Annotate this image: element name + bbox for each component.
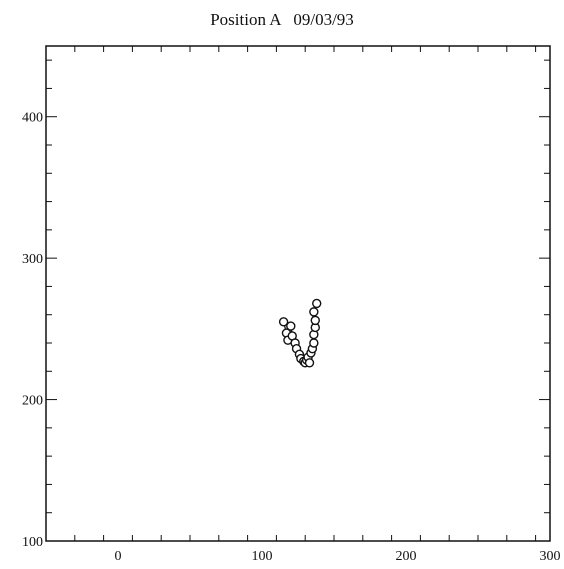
data-point xyxy=(309,307,319,317)
data-point xyxy=(286,321,296,331)
x-tick-label: 0 xyxy=(115,549,122,564)
data-point xyxy=(278,317,289,327)
x-tick-label: 200 xyxy=(396,549,417,564)
data-point xyxy=(310,315,320,326)
axis-ticks xyxy=(45,46,550,542)
y-tick-label: 400 xyxy=(22,111,43,126)
data-point xyxy=(304,358,315,368)
chart-title: Position A 09/03/93 xyxy=(210,10,354,29)
data-point xyxy=(312,298,322,309)
data-point xyxy=(309,338,319,348)
x-tick-label: 100 xyxy=(252,549,273,564)
y-tick-label: 200 xyxy=(22,394,43,409)
axis-tick-labels: 0 100 200 300 100 200 300 400 xyxy=(22,111,561,564)
plot-frame xyxy=(45,45,551,542)
data-points xyxy=(278,298,322,368)
x-tick-label: 300 xyxy=(540,549,561,564)
y-tick-label: 300 xyxy=(22,252,43,267)
y-tick-label: 100 xyxy=(22,535,43,550)
